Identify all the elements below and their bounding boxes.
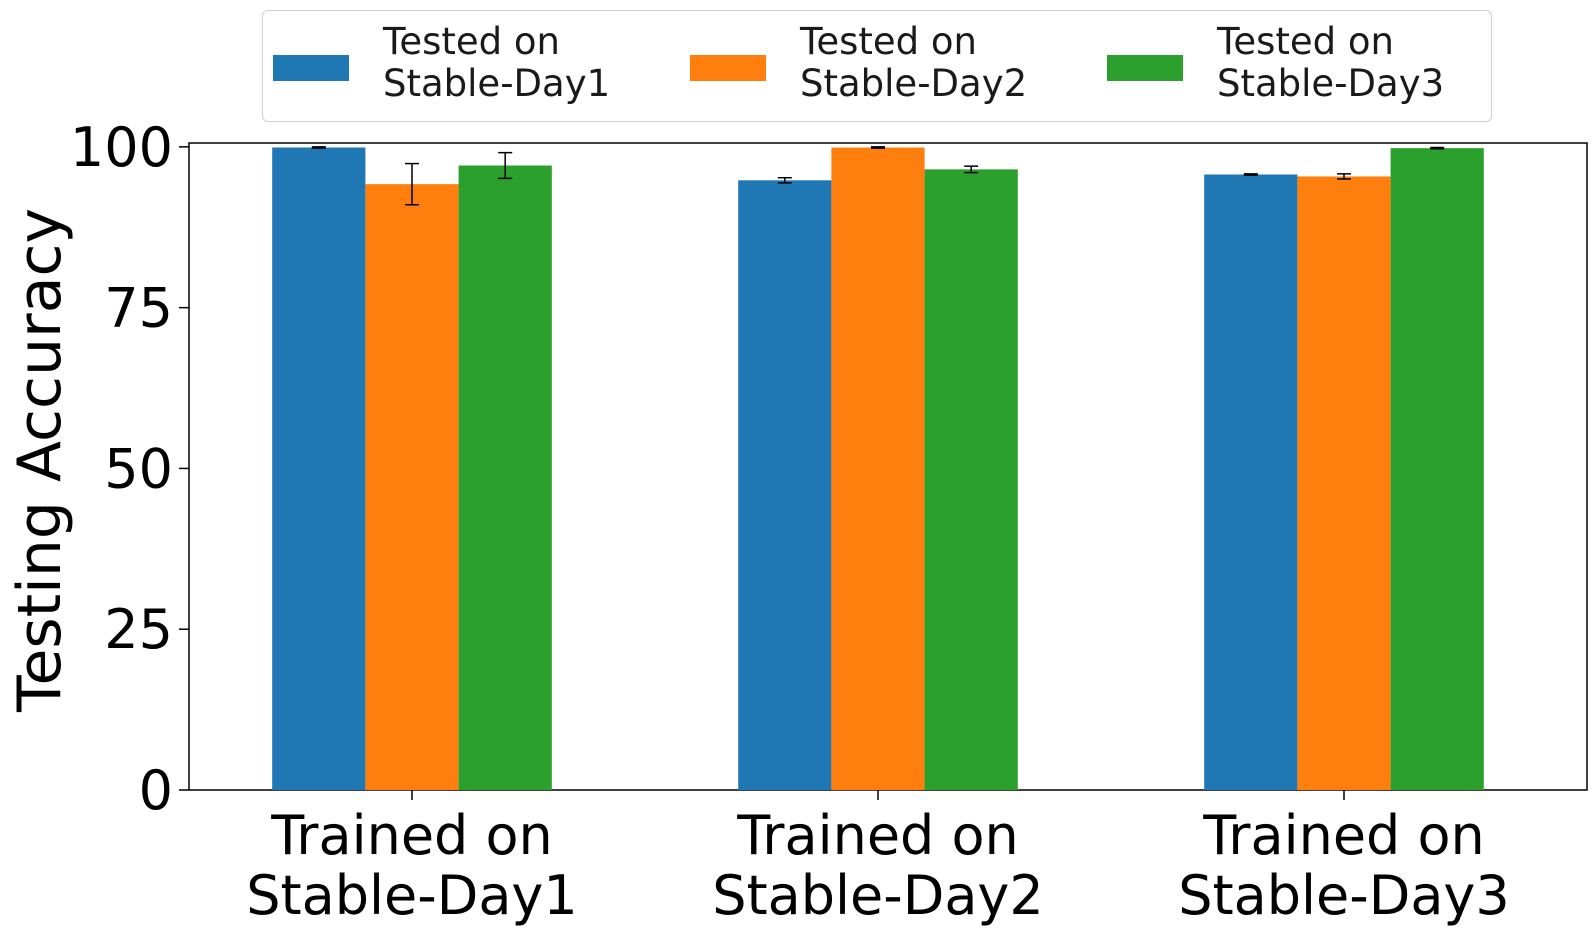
y-axis-title: Testing Accuracy — [5, 208, 75, 713]
y-tick-label: 100 — [70, 116, 173, 179]
bar — [272, 147, 366, 791]
y-tick-label: 25 — [104, 598, 173, 661]
legend-swatch-series-1 — [273, 55, 349, 81]
legend-label: Tested on Stable-Day1 — [383, 20, 611, 105]
bar — [1297, 176, 1391, 790]
legend-swatch-series-2 — [690, 55, 766, 81]
x-tick-label: Stable-Day2 — [712, 864, 1044, 927]
bar — [738, 180, 832, 790]
x-tick-label: Trained on — [736, 804, 1019, 867]
bar — [924, 169, 1018, 791]
bar — [1390, 148, 1484, 790]
bar — [831, 147, 925, 791]
x-tick-label: Trained on — [270, 804, 553, 867]
bar — [458, 165, 552, 790]
bar — [1204, 174, 1298, 790]
y-tick-label: 0 — [139, 759, 173, 822]
legend: Tested on Stable-Day1 Tested on Stable-D… — [262, 10, 1492, 122]
legend-label: Tested on Stable-Day2 — [800, 20, 1028, 105]
x-tick-label: Stable-Day3 — [1178, 864, 1510, 927]
x-tick-label: Trained on — [1202, 804, 1485, 867]
y-tick-label: 50 — [104, 437, 173, 500]
x-tick-label: Stable-Day1 — [246, 864, 578, 927]
legend-swatch-series-3 — [1107, 55, 1183, 81]
legend-label: Tested on Stable-Day3 — [1217, 20, 1445, 105]
y-tick-label: 75 — [104, 277, 173, 340]
bar — [365, 184, 459, 791]
